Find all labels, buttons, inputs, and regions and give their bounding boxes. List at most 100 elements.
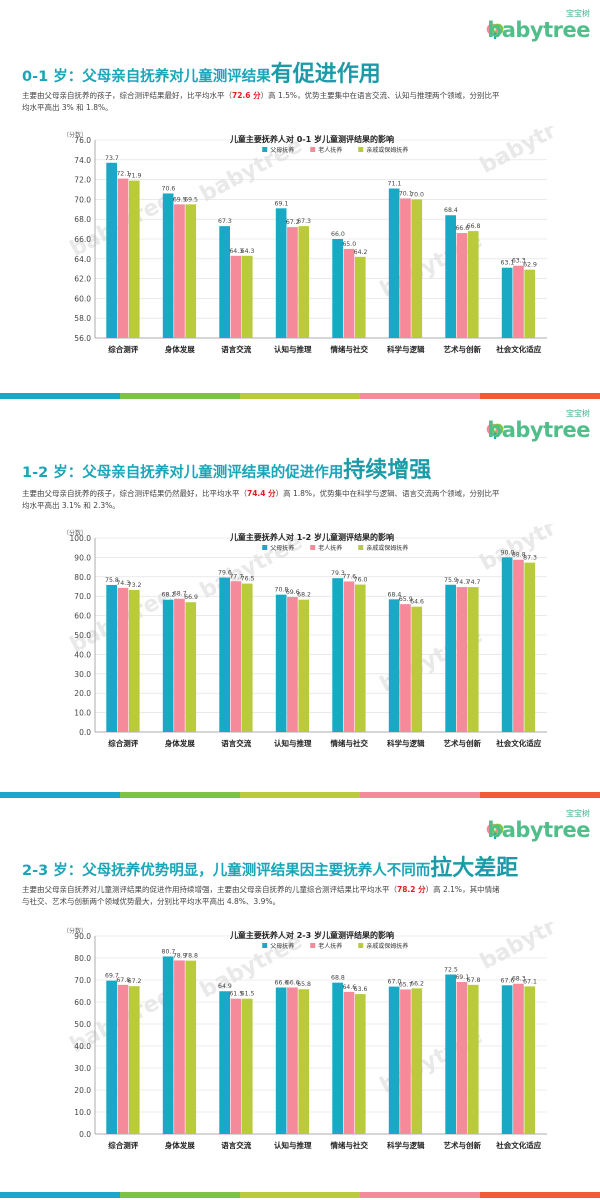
- bar-value-label: 78.9: [173, 952, 187, 959]
- bar-value-label: 69.1: [275, 200, 289, 207]
- bar-value-label: 70.0: [410, 191, 424, 198]
- section-0-1: 宝宝树 babytree 0-1 岁：父母亲自抚养对儿童测评结果有促进作用 主要…: [0, 0, 600, 400]
- bar: [230, 998, 242, 1134]
- bar-value-label: 70.1: [399, 190, 413, 197]
- babytree-logo: 宝宝树 babytree: [480, 808, 590, 842]
- bar-value-label: 67.0: [388, 979, 402, 986]
- bar: [241, 998, 253, 1134]
- x-tick-label: 语言交流: [221, 1140, 251, 1150]
- bar-value-label: 67.8: [467, 977, 481, 984]
- bar-value-label: 77.7: [229, 573, 243, 580]
- y-tick-label: 40.0: [74, 650, 91, 659]
- y-tick-label: 60.0: [74, 612, 91, 621]
- bar-value-label: 69.1: [455, 974, 469, 981]
- section-title: 2-3 岁：父母抚养优势明显，儿童测评结果因主要抚养人不同而拉大差距: [22, 850, 518, 882]
- y-unit-label: （分数）: [63, 927, 87, 935]
- legend-label: 父母抚养: [270, 544, 294, 552]
- bar-chart-0-1: babytreebabytreebabytreebabytree56.058.0…: [63, 126, 555, 354]
- bar: [287, 987, 298, 1134]
- bar: [241, 255, 253, 338]
- bar: [287, 596, 298, 732]
- bar: [275, 594, 287, 732]
- x-tick-label: 情绪与社交: [330, 344, 369, 354]
- chart-title: 儿童主要抚养人对 1-2 岁儿童测评结果的影响: [229, 532, 394, 542]
- x-tick-label: 情绪与社交: [330, 738, 369, 748]
- bar: [230, 255, 242, 338]
- bar: [400, 604, 411, 732]
- x-tick-label: 认知与推理: [274, 1140, 312, 1150]
- y-tick-label: 20.0: [74, 689, 91, 698]
- chart-title: 儿童主要抚养人对 2-3 岁儿童测评结果的影响: [229, 930, 394, 940]
- bar: [332, 982, 343, 1134]
- bar-chart-2-3: babytreebabytreebabytreebabytree0.010.02…: [63, 922, 555, 1150]
- y-tick-label: 76.0: [74, 136, 91, 145]
- x-tick-label: 身体发展: [165, 738, 195, 748]
- bar-value-label: 63.6: [354, 986, 368, 993]
- section-2-3: 宝宝树 babytree 2-3 岁：父母抚养优势明显，儿童测评结果因主要抚养人…: [0, 800, 600, 1200]
- bar: [456, 981, 468, 1134]
- bar-value-label: 65.8: [297, 981, 311, 988]
- y-tick-label: 100.0: [70, 534, 92, 543]
- bar: [275, 208, 287, 338]
- y-tick-label: 70.0: [74, 976, 91, 985]
- bar: [241, 583, 253, 732]
- band-segment: [480, 393, 600, 399]
- y-tick-label: 66.0: [74, 235, 91, 244]
- bar-value-label: 77.6: [342, 573, 356, 580]
- bar-value-label: 75.9: [444, 577, 458, 584]
- bar: [128, 986, 140, 1134]
- bar: [185, 960, 197, 1134]
- desc-pre: 主要由父母亲自抚养的孩子，综合测评结果仍然最好，比平均水平（: [22, 489, 247, 498]
- bar: [445, 584, 456, 732]
- bar-value-label: 72.5: [444, 967, 458, 974]
- bar: [467, 231, 479, 338]
- color-band: [0, 792, 600, 798]
- title-small: 2-3 岁：父母抚养优势明显，儿童测评结果因主要抚养人不同而: [22, 863, 431, 879]
- bar: [298, 989, 310, 1134]
- logo-en-text: babytree: [487, 18, 590, 42]
- bar: [354, 256, 366, 338]
- bar-value-label: 71.9: [128, 173, 142, 180]
- x-tick-label: 艺术与创新: [444, 344, 482, 354]
- logo-cn-text: 宝宝树: [566, 809, 590, 818]
- bar-value-label: 74.3: [116, 580, 130, 587]
- bar-value-label: 67.6: [501, 977, 515, 984]
- bar-value-label: 67.2: [286, 219, 300, 226]
- bar: [354, 994, 366, 1134]
- bar: [298, 226, 310, 338]
- bar: [467, 587, 479, 732]
- y-tick-label: 40.0: [74, 1042, 91, 1051]
- bar: [400, 198, 411, 338]
- bar-value-label: 76.0: [354, 577, 368, 584]
- bar-value-label: 66.6: [275, 979, 289, 986]
- band-segment: [120, 1192, 240, 1198]
- bar-value-label: 64.6: [410, 599, 424, 606]
- x-tick-label: 语言交流: [221, 344, 251, 354]
- y-tick-label: 10.0: [74, 1108, 91, 1117]
- section-desc: 主要由父母亲自抚养对儿童测评结果的促进作用持续增强，主要由父母亲自抚养的儿童综合…: [22, 884, 502, 908]
- bar: [106, 980, 117, 1134]
- desc-post: ）高 1.5%，优势主要集中在语言交流、认知与推理两个领域，分别比平均水平高出 …: [22, 91, 500, 112]
- bar: [445, 974, 456, 1134]
- bar-value-label: 61.5: [229, 991, 243, 998]
- bar: [185, 602, 197, 732]
- bar-value-label: 68.7: [173, 591, 187, 598]
- bar: [332, 239, 343, 338]
- bar-value-label: 76.5: [241, 576, 255, 583]
- x-tick-label: 综合测评: [108, 738, 138, 748]
- bar-value-label: 66.8: [467, 223, 481, 230]
- bar: [174, 204, 185, 338]
- bar: [343, 991, 355, 1134]
- y-tick-label: 62.0: [74, 275, 91, 284]
- bar-value-label: 71.1: [388, 181, 402, 188]
- legend-swatch: [262, 545, 268, 550]
- band-segment: [360, 393, 480, 399]
- bar-value-label: 64.6: [342, 984, 356, 991]
- bar-value-label: 72.1: [116, 171, 130, 178]
- bar: [128, 180, 140, 338]
- y-tick-label: 0.0: [79, 728, 91, 737]
- bar-value-label: 78.8: [184, 953, 198, 960]
- bar: [174, 960, 185, 1134]
- bar-value-label: 70.8: [275, 587, 289, 594]
- section-1-2: 宝宝树 babytree 1-2 岁：父母亲自抚养对儿童测评结果的促进作用持续增…: [0, 400, 600, 800]
